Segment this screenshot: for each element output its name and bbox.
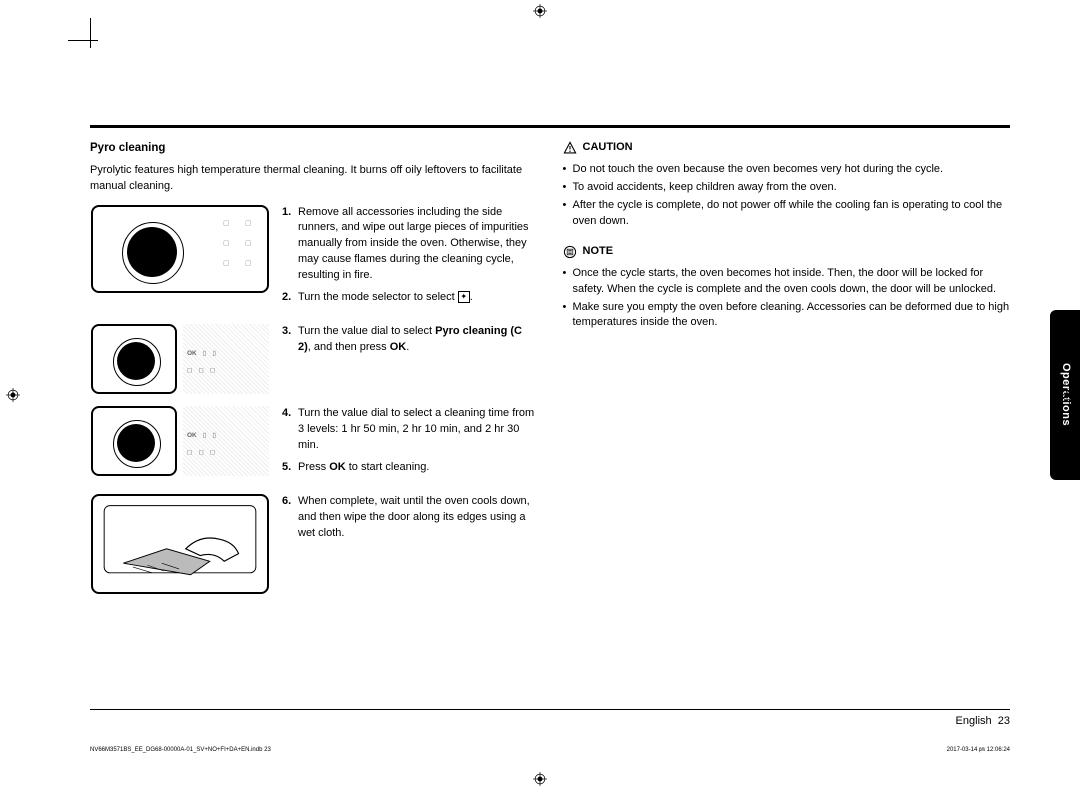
diagram-wipe-door xyxy=(91,494,269,594)
step-row-3: OK▯▯ ◻◻◻ 4. Turn the value dial to selec… xyxy=(90,406,538,482)
footer-meta-left: NV66M3571BS_EE_DG68-00000A-01_SV+NO+FI+D… xyxy=(90,746,271,755)
step-body: Turn the value dial to select a cleaning… xyxy=(298,406,538,454)
diagram-dial xyxy=(91,406,177,476)
ok-label: OK xyxy=(187,349,197,358)
rule-bottom xyxy=(90,709,1010,710)
page-frame: Pyro cleaning Pyrolytic features high te… xyxy=(50,10,1050,780)
step-number: 2. xyxy=(282,290,298,306)
diagram-dial xyxy=(91,324,177,394)
step-text-3: 4. Turn the value dial to select a clean… xyxy=(282,406,538,482)
step-number: 5. xyxy=(282,460,298,476)
step-number: 3. xyxy=(282,324,298,356)
footer-meta-right: 2017-03-14 ㏘ 12:06:24 xyxy=(947,746,1010,755)
registration-mark-icon xyxy=(533,772,547,786)
diagram-display-ok: OK▯▯ ◻◻◻ xyxy=(183,324,269,394)
step-body: Press OK to start cleaning. xyxy=(298,460,538,476)
figure-dial-ok-2: OK▯▯ ◻◻◻ xyxy=(90,406,270,476)
note-icon xyxy=(563,245,577,259)
list-item: Once the cycle starts, the oven becomes … xyxy=(563,266,1011,298)
registration-mark-icon xyxy=(1060,388,1074,402)
step-body: Turn the mode selector to select . xyxy=(298,290,538,306)
step-number: 6. xyxy=(282,494,298,542)
note-label: NOTE xyxy=(583,244,614,260)
step-text-1: 1. Remove all accessories including the … xyxy=(282,205,538,313)
figure-wipe xyxy=(90,494,270,594)
registration-mark-icon xyxy=(533,4,547,18)
right-column: CAUTION Do not touch the oven because th… xyxy=(563,140,1011,606)
panel-icons: ▢▢▢▢▢▢ xyxy=(223,219,257,269)
list-item: To avoid accidents, keep children away f… xyxy=(563,180,1011,196)
figure-panel-full: ▢▢▢▢▢▢ xyxy=(90,205,270,293)
ok-label: OK xyxy=(187,431,197,440)
step-body: Turn the value dial to select Pyro clean… xyxy=(298,324,538,356)
note-list: Once the cycle starts, the oven becomes … xyxy=(563,266,1011,332)
registration-mark-icon xyxy=(6,388,20,402)
diagram-control-panel: ▢▢▢▢▢▢ xyxy=(91,205,269,293)
step-row-4: 6. When complete, wait until the oven co… xyxy=(90,494,538,594)
intro-text: Pyrolytic features high temperature ther… xyxy=(90,163,538,195)
step-row-2: OK▯▯ ◻◻◻ 3. Turn the value dial to selec… xyxy=(90,324,538,394)
section-title: Pyro cleaning xyxy=(90,140,538,157)
mode-selector-icon xyxy=(458,291,470,303)
caution-label: CAUTION xyxy=(583,140,633,156)
list-item: After the cycle is complete, do not powe… xyxy=(563,198,1011,230)
note-heading: NOTE xyxy=(563,244,1011,260)
list-item: Make sure you empty the oven before clea… xyxy=(563,300,1011,332)
left-column: Pyro cleaning Pyrolytic features high te… xyxy=(90,140,538,606)
dial-icon xyxy=(127,227,177,277)
step-text-4: 6. When complete, wait until the oven co… xyxy=(282,494,538,548)
content-columns: Pyro cleaning Pyrolytic features high te… xyxy=(90,140,1010,606)
step-text-2: 3. Turn the value dial to select Pyro cl… xyxy=(282,324,538,362)
step-number: 1. xyxy=(282,205,298,285)
caution-list: Do not touch the oven because the oven b… xyxy=(563,162,1011,230)
figure-dial-ok: OK▯▯ ◻◻◻ xyxy=(90,324,270,394)
step-number: 4. xyxy=(282,406,298,454)
step-body: When complete, wait until the oven cools… xyxy=(298,494,538,542)
footer-language: English 23 xyxy=(956,714,1010,730)
list-item: Do not touch the oven because the oven b… xyxy=(563,162,1011,178)
step-body: Remove all accessories including the sid… xyxy=(298,205,538,285)
rule-top xyxy=(90,125,1010,128)
warning-icon xyxy=(563,141,577,155)
step-row-1: ▢▢▢▢▢▢ 1. Remove all accessories includi… xyxy=(90,205,538,313)
caution-heading: CAUTION xyxy=(563,140,1011,156)
diagram-display-ok: OK▯▯ ◻◻◻ xyxy=(183,406,269,476)
